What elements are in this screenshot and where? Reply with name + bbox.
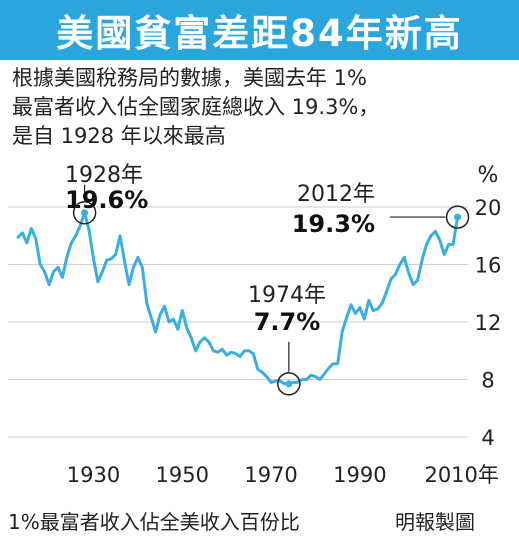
source-credit: 明報製圖: [395, 510, 475, 534]
chart-title: 美國貧富差距84年新高: [56, 12, 463, 55]
title-banner: 美國貧富差距84年新高: [0, 0, 519, 60]
y-unit-label: %: [478, 163, 499, 188]
annotation-marker: [277, 372, 301, 396]
annotation-value-label: 19.6%: [65, 186, 148, 214]
x-tick-label: 1950: [156, 463, 209, 487]
data-point-marker: [285, 380, 293, 388]
chart-caption: 1%最富者收入佔全美收入百份比: [8, 510, 300, 534]
y-tick-label: 20: [475, 196, 502, 220]
subtitle-line: 根據美國稅務局的數據，美國去年 1%: [12, 66, 367, 90]
subtitle-line: 是自 1928 年以來最高: [12, 124, 226, 148]
x-tick-label: 1990: [333, 463, 386, 487]
subtitle-line: 最富者收入佔全國家庭總收入 19.3%，: [12, 95, 380, 119]
x-tick-label: 1970: [244, 463, 297, 487]
plot-area: [16, 211, 460, 386]
data-point-marker: [81, 209, 89, 217]
y-tick-label: 4: [481, 426, 494, 450]
axis-labels: % 4 8 12 16 20 1930 1950 1970 1990 2010年: [67, 163, 502, 487]
annotation-year-label: 2012年: [297, 182, 375, 207]
annotation-year-label: 1974年: [248, 283, 326, 308]
y-tick-label: 16: [475, 254, 502, 278]
series-line: [16, 211, 460, 386]
annotation-year-label: 1928年: [65, 163, 143, 188]
x-tick-label: 2010年: [424, 463, 498, 487]
y-tick-label: 8: [481, 369, 494, 393]
annotation-marker: [445, 205, 470, 229]
annotation-marker: [72, 201, 97, 225]
annotation-value-label: 7.7%: [254, 308, 321, 336]
x-tick-label: 1930: [67, 463, 120, 487]
footer: 1%最富者收入佔全美收入百份比 明報製圖: [0, 502, 519, 538]
y-tick-label: 12: [475, 311, 502, 335]
data-point-marker: [454, 213, 462, 221]
annotation-value-label: 19.3%: [292, 210, 375, 238]
grid-lines: [8, 206, 468, 438]
chart-subtitle: 根據美國稅務局的數據，美國去年 1% 最富者收入佔全國家庭總收入 19.3%， …: [12, 64, 512, 151]
